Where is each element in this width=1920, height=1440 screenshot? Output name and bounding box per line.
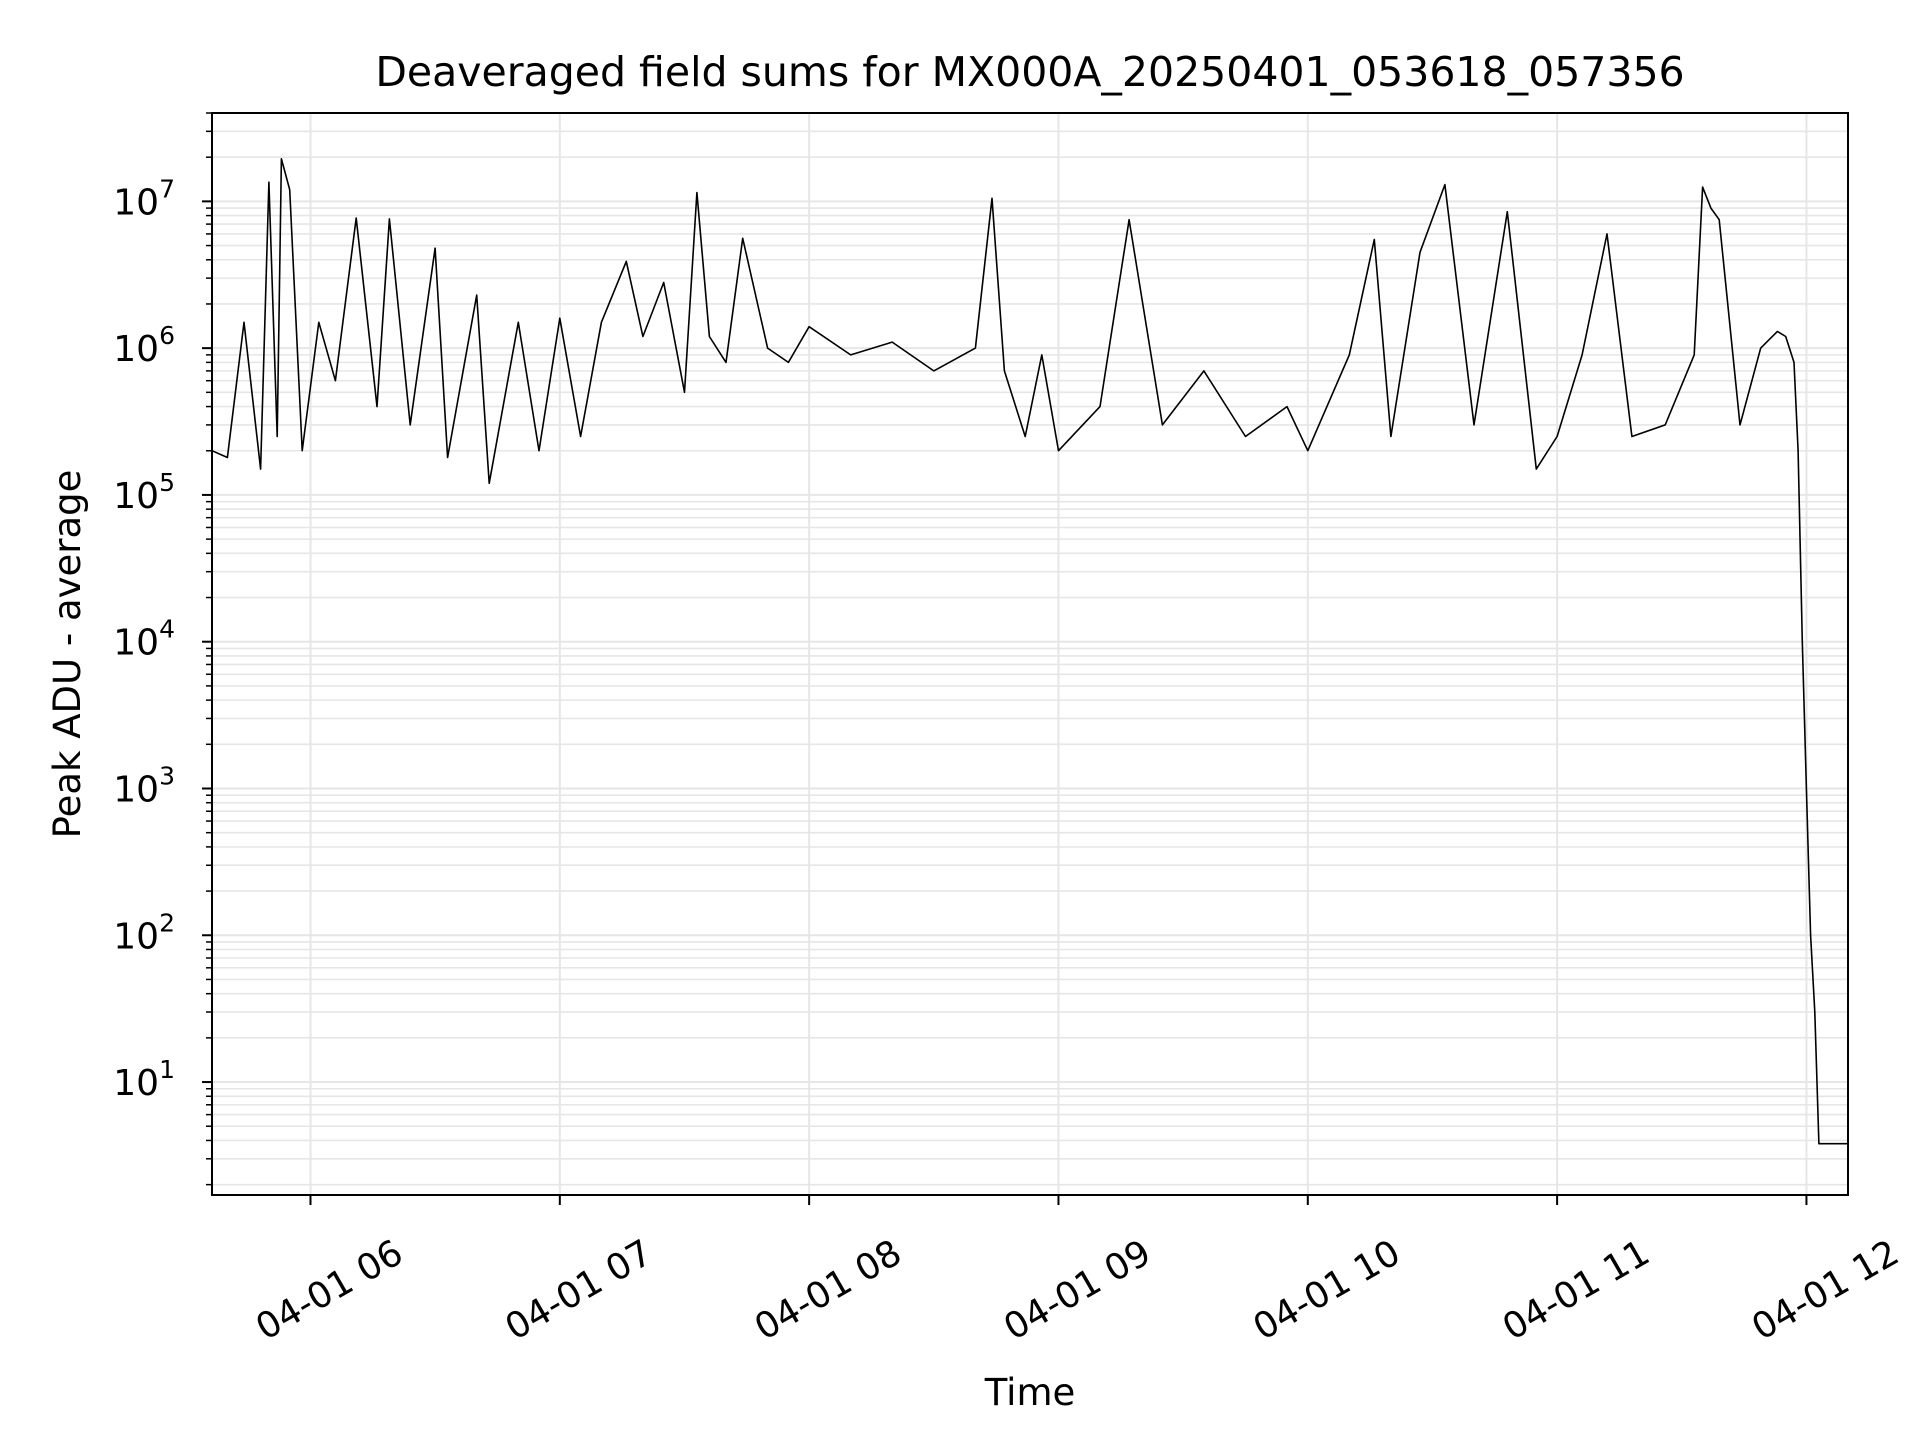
y-tick-label: 105 xyxy=(113,468,175,517)
y-tick-label: 102 xyxy=(113,908,175,957)
chart-title: Deaveraged field sums for MX000A_2025040… xyxy=(375,48,1684,96)
y-axis: 101 102 103 104 105 106 107 xyxy=(113,112,212,1186)
y-tick-label: 106 xyxy=(113,321,175,370)
x-axis-label: Time xyxy=(984,1371,1076,1414)
y-tick-label: 107 xyxy=(113,174,175,223)
y-axis-label: Peak ADU - average xyxy=(46,470,89,839)
series-line xyxy=(211,158,1848,1145)
y-tick-label: 104 xyxy=(113,615,175,664)
data-series xyxy=(211,158,1848,1145)
grid xyxy=(212,112,1848,1195)
y-tick-label: 103 xyxy=(113,761,175,810)
plot-frame xyxy=(211,112,1849,1196)
y-tick-label: 101 xyxy=(113,1055,175,1104)
